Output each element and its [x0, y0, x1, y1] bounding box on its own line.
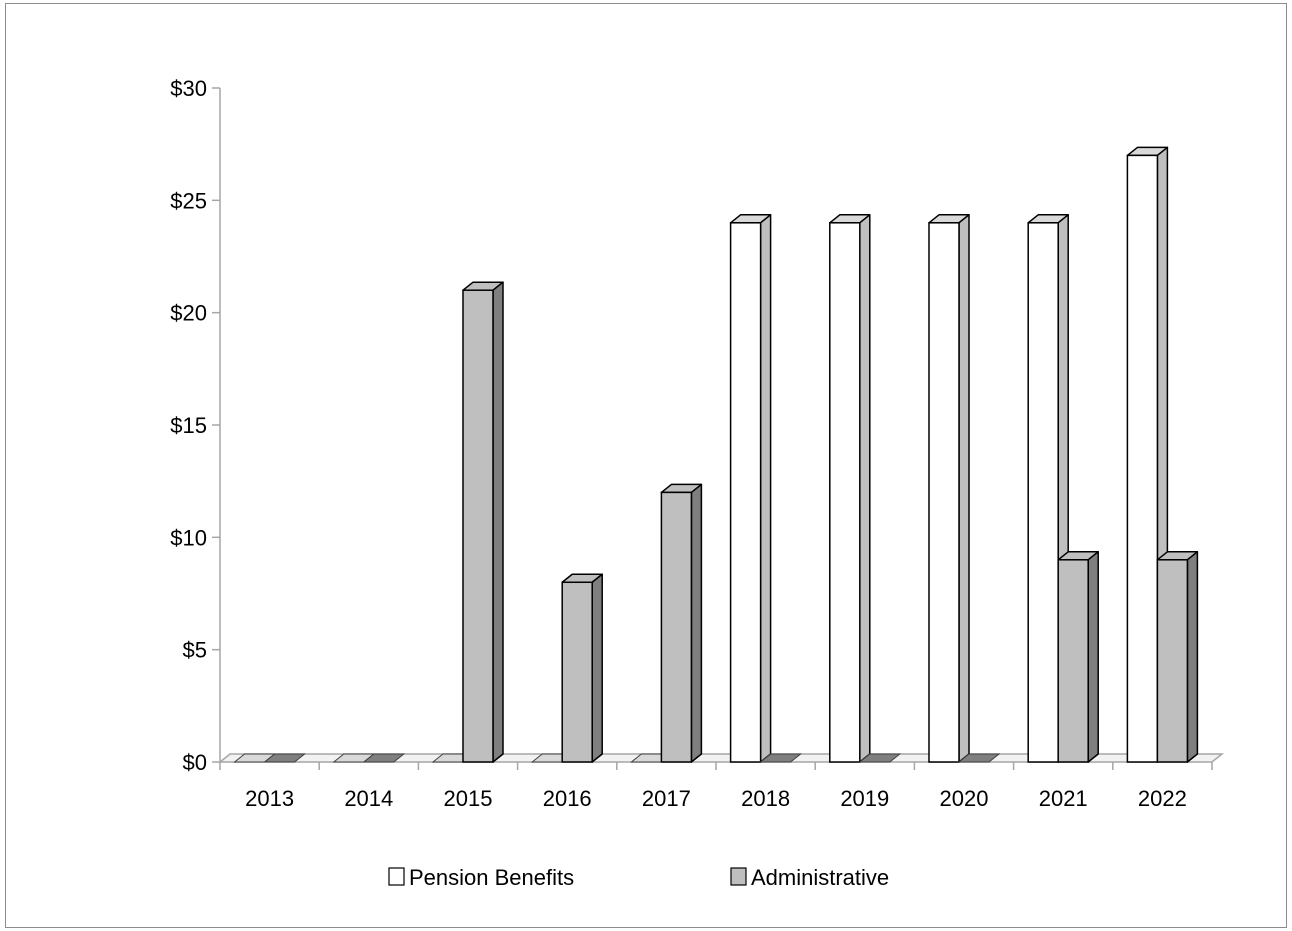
- x-tick-label: 2016: [543, 786, 592, 811]
- bar-front-face: [829, 222, 861, 763]
- legend-label-administrative: Administrative: [751, 865, 889, 890]
- y-tick-label: $25: [170, 188, 207, 213]
- y-tick-label: $5: [183, 638, 207, 663]
- bar-front-face: [1126, 154, 1159, 763]
- bar-zero-tile: [858, 753, 902, 763]
- bar: [729, 214, 772, 763]
- x-tick-label: 2018: [741, 786, 790, 811]
- bar-side-face: [591, 573, 603, 763]
- bar: [1057, 551, 1099, 763]
- y-tick-label: $15: [170, 413, 207, 438]
- bar-front-face: [1057, 559, 1089, 763]
- bar: [759, 753, 803, 763]
- bar-side-face: [859, 214, 871, 763]
- bar-side-face: [958, 214, 970, 763]
- bar: [561, 573, 603, 763]
- x-tick-label: 2014: [344, 786, 393, 811]
- bar-side-face: [759, 214, 772, 763]
- y-axis-ticks: $0 $5 $10 $15 $20 $25 $30: [170, 76, 220, 775]
- bar-zero-tile: [957, 753, 1001, 763]
- bar-front-face: [561, 581, 593, 763]
- legend-swatch-pension-benefits: [388, 867, 405, 886]
- bars-layer: [233, 146, 1199, 763]
- bar: [928, 214, 970, 763]
- bar: [957, 753, 1001, 763]
- bar-front-face: [660, 491, 693, 763]
- bar-side-face: [492, 281, 504, 763]
- bar-side-face: [690, 483, 703, 763]
- bar-front-face: [729, 222, 762, 763]
- legend-label-pension-benefits: Pension Benefits: [409, 865, 574, 890]
- x-tick-label: 2015: [444, 786, 493, 811]
- bar-zero-tile: [759, 753, 803, 763]
- bar-side-face: [1186, 551, 1199, 763]
- y-tick-label: $30: [170, 76, 207, 101]
- bar: [362, 753, 406, 763]
- bar: [829, 214, 871, 763]
- bar: [1156, 551, 1199, 763]
- bar-front-face: [1156, 559, 1189, 763]
- y-tick-label: $20: [170, 301, 207, 326]
- bar: [858, 753, 902, 763]
- chart-frame: [5, 3, 1287, 928]
- legend: Pension Benefits Administrative: [388, 865, 889, 890]
- bar-front-face: [928, 222, 960, 763]
- bar-front-face: [462, 289, 494, 763]
- bar-zero-tile: [263, 753, 307, 763]
- bar-side-face: [1087, 551, 1099, 763]
- bar-zero-tile: [362, 753, 406, 763]
- x-tick-label: 2020: [940, 786, 989, 811]
- bar: [462, 281, 504, 763]
- bar: [660, 483, 703, 763]
- bar-front-face: [1027, 222, 1059, 763]
- y-tick-label: $10: [170, 525, 207, 550]
- x-tick-label: 2017: [642, 786, 691, 811]
- x-tick-label: 2021: [1039, 786, 1088, 811]
- x-tick-label: 2022: [1138, 786, 1187, 811]
- x-tick-label: 2013: [245, 786, 294, 811]
- x-axis-ticks: 2013 2014 2015 2016 2017 2018 2019 2020 2021 2022: [219, 762, 1213, 811]
- bar: [263, 753, 307, 763]
- x-tick-label: 2019: [840, 786, 889, 811]
- legend-swatch-administrative: [730, 867, 747, 886]
- y-tick-label: $0: [183, 750, 207, 775]
